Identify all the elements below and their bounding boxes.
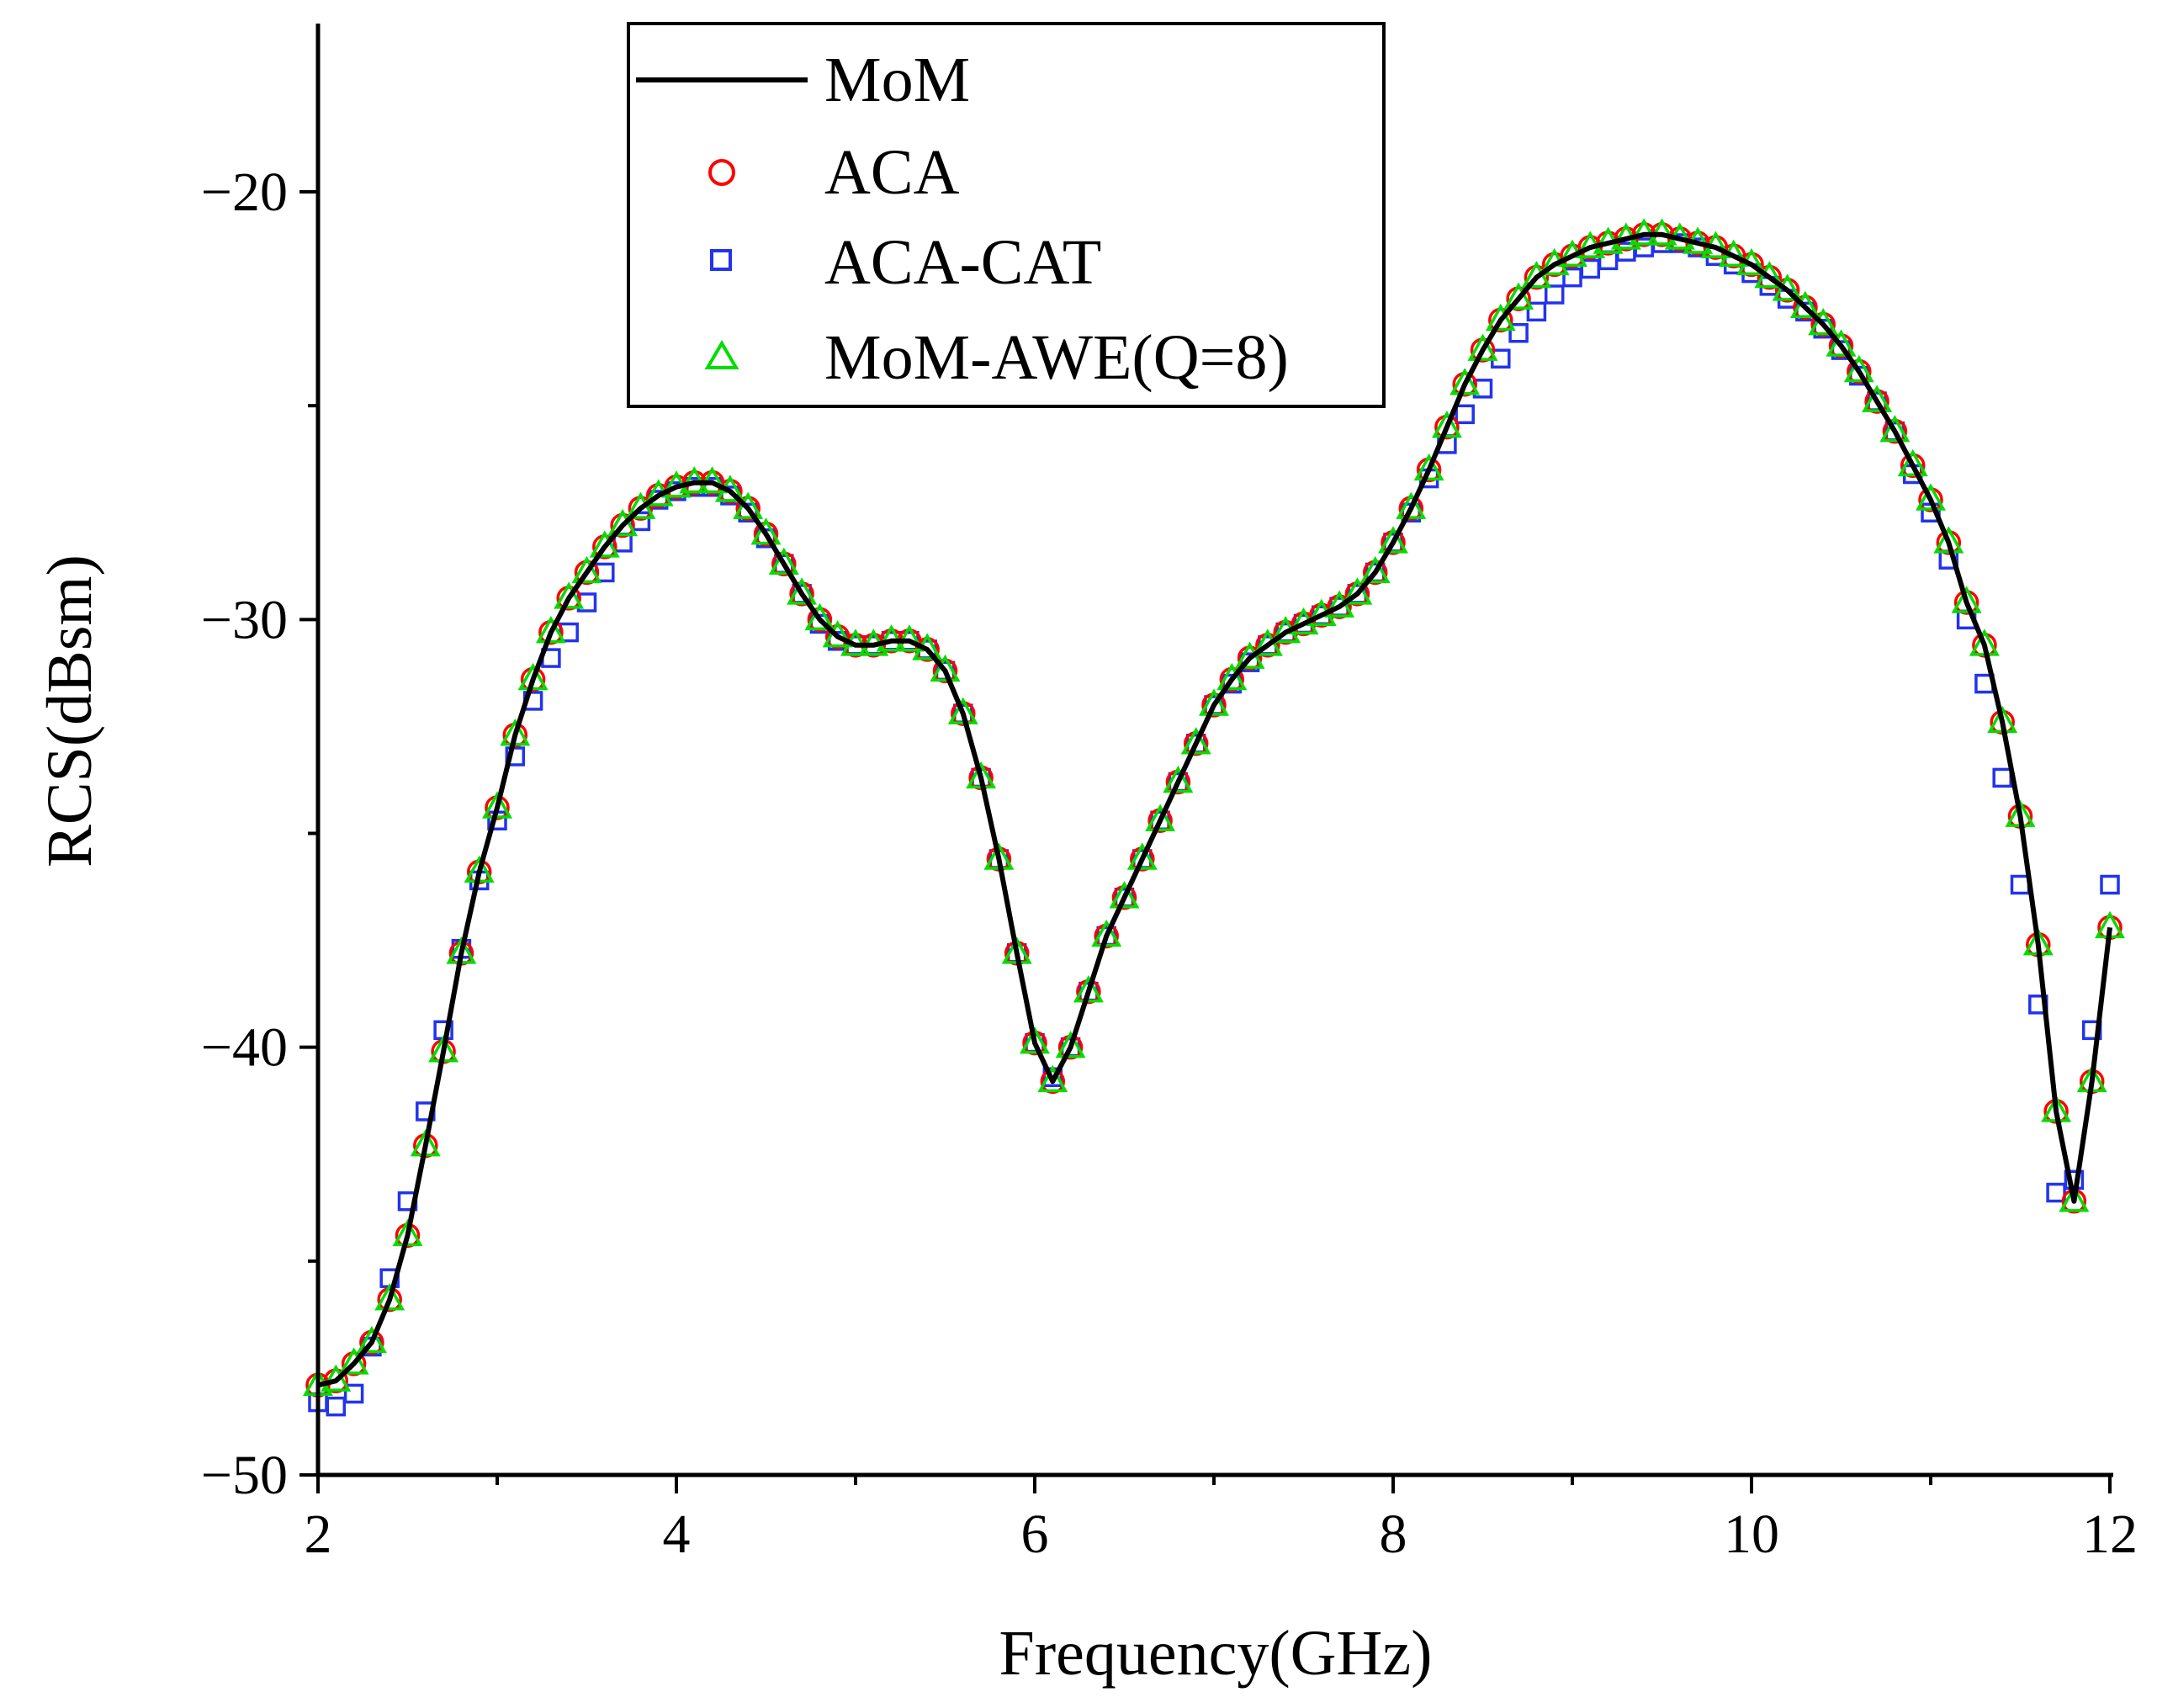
mom-awe-point: [1091, 919, 1122, 947]
mom-awe-point: [1359, 555, 1391, 584]
mom-awe-point: [1897, 448, 1928, 477]
mom-awe-point: [1342, 577, 1373, 605]
mom-awe-point: [1789, 290, 1820, 318]
y-axis-label: RCS(dBsm): [34, 554, 105, 867]
mom-awe-point: [535, 615, 566, 644]
aca-cat-point: [2100, 874, 2120, 895]
legend-mom-awe-triangle: [704, 340, 739, 369]
mom-awe-point: [804, 602, 835, 631]
mom-awe-point: [374, 1282, 405, 1311]
legend-label-mom: MoM: [824, 45, 970, 115]
mom-awe-point: [589, 530, 620, 558]
mom-awe-point: [1503, 282, 1534, 310]
mom-awe-point: [1808, 307, 1839, 336]
aca-cat-point: [1508, 323, 1529, 343]
mom-awe-point: [1879, 415, 1911, 443]
mom-awe-point: [356, 1325, 387, 1354]
x-axis-label: Frequency(GHz): [999, 1618, 1433, 1689]
mom-awe-point: [1431, 410, 1462, 438]
mom-awe-point: [554, 581, 585, 609]
mom-awe-point: [1826, 329, 1857, 357]
mom-awe-point: [1199, 688, 1229, 716]
aca-cat-point: [2046, 1182, 2066, 1203]
aca-cat-point: [343, 1383, 364, 1404]
y-tick-label: −20: [201, 162, 288, 223]
x-tick-label: 6: [1021, 1504, 1049, 1565]
mom-awe-point: [517, 662, 549, 691]
legend: MoM ACA ACA-CAT MoM-AWE(Q=8): [627, 22, 1386, 408]
mom-awe-point: [822, 620, 853, 648]
mom-awe-point: [768, 547, 799, 575]
mom-awe-point: [1933, 526, 1964, 554]
series-mom: [317, 231, 2112, 1388]
mom-awe-point: [1843, 354, 1874, 383]
mom-awe-point: [1126, 842, 1158, 870]
y-ticks: −50 −40 −30 −20: [201, 162, 318, 1506]
mom-awe-point: [338, 1347, 369, 1375]
mom-awe-point: [1396, 491, 1427, 519]
mom-awe-point: [1073, 974, 1104, 1003]
mom-awe-point: [1216, 662, 1248, 691]
mom-awe-point: [733, 491, 764, 519]
mom-awe-point: [1020, 1026, 1050, 1054]
series-layer: [303, 218, 2125, 1417]
x-tick-label: 8: [1380, 1504, 1407, 1565]
mom-awe-point: [1413, 453, 1444, 481]
aca-cat-point: [326, 1396, 347, 1417]
legend-box: [627, 22, 1386, 408]
mom-awe-point: [750, 517, 782, 545]
y-tick-label: −40: [201, 1017, 288, 1079]
mom-awe-point: [1378, 526, 1408, 554]
y-tick-label: −30: [201, 589, 288, 650]
legend-aca-cat-square: [710, 249, 732, 271]
mom-awe-point: [1862, 385, 1893, 412]
mom-awe-point: [1055, 1031, 1086, 1058]
aca-cat-point: [1526, 301, 1547, 322]
x-tick-label: 10: [1724, 1504, 1779, 1565]
mom-awe-point: [1145, 804, 1176, 831]
mom-awe-point: [787, 577, 818, 605]
aca-cat-point: [1455, 404, 1475, 425]
aca-cat-point: [1544, 284, 1565, 305]
mom-awe-point: [2059, 1185, 2090, 1212]
mom-awe-point: [1180, 727, 1211, 755]
mom-awe-point: [1109, 881, 1140, 909]
mom-awe-point: [930, 654, 961, 682]
mom-awe-point: [607, 508, 639, 537]
legend-aca-circle: [708, 159, 735, 186]
x-tick-label: 12: [2082, 1504, 2138, 1565]
legend-label-aca: ACA: [824, 137, 960, 208]
y-tick-label: −50: [201, 1445, 288, 1506]
mom-awe-point: [321, 1364, 352, 1392]
mom-awe-point: [571, 555, 602, 584]
x-ticks: 2 4 6 8 10 12: [305, 1475, 2138, 1565]
x-tick-label: 4: [663, 1504, 691, 1565]
legend-label-mom-awe: MoM-AWE(Q=8): [824, 322, 1289, 393]
mom-awe-point: [1163, 765, 1194, 793]
mom-curve: [317, 231, 2112, 1388]
aca-cat-point: [505, 746, 526, 766]
legend-label-aca-cat: ACA-CAT: [824, 227, 1101, 298]
mom-awe-point: [1916, 483, 1946, 511]
mom-awe-point: [1037, 1064, 1068, 1093]
mom-awe-point: [1951, 586, 1982, 613]
x-tick-label: 2: [305, 1504, 332, 1565]
mom-awe-point: [1449, 368, 1481, 395]
mom-awe-point: [1467, 333, 1498, 361]
mom-awe-point: [1485, 303, 1516, 332]
